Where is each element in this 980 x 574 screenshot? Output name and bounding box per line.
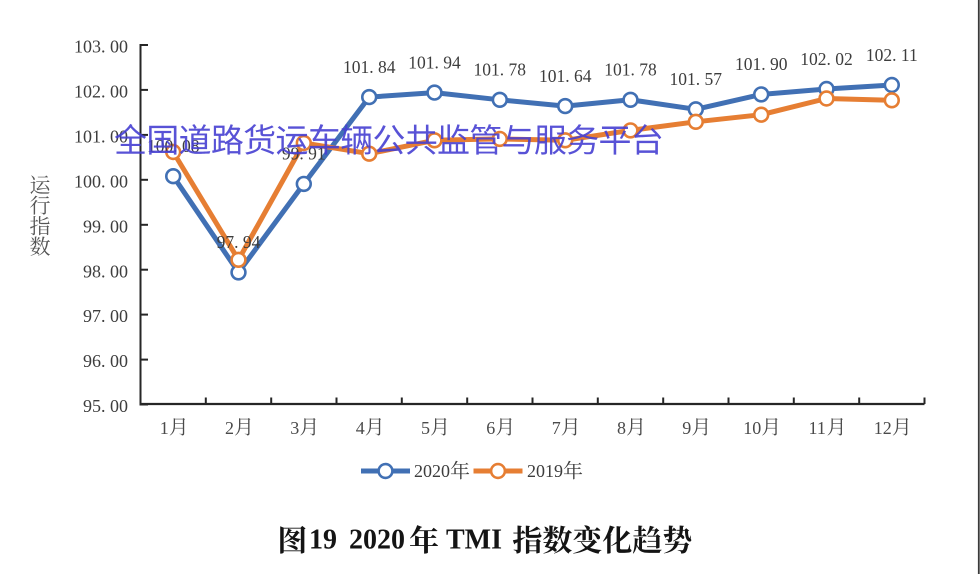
svg-text:102. 02: 102. 02 <box>800 49 853 69</box>
svg-text:96. 00: 96. 00 <box>83 351 128 371</box>
svg-text:7: 7 <box>552 418 561 438</box>
svg-text:100. 00: 100. 00 <box>74 171 128 191</box>
svg-text:97. 00: 97. 00 <box>83 306 128 326</box>
svg-text:9: 9 <box>682 418 691 438</box>
svg-text:2020: 2020 <box>414 461 450 481</box>
svg-text:101. 94: 101. 94 <box>408 52 461 72</box>
svg-text:101. 00: 101. 00 <box>74 127 128 147</box>
svg-text:97. 94: 97. 94 <box>217 232 261 252</box>
svg-text:3: 3 <box>290 418 299 438</box>
svg-text:101. 78: 101. 78 <box>474 60 527 80</box>
svg-text:95. 00: 95. 00 <box>83 396 128 416</box>
svg-text:101. 84: 101. 84 <box>343 57 396 77</box>
svg-text:TMI: TMI <box>446 525 502 556</box>
svg-text:2: 2 <box>225 418 234 438</box>
svg-text:11: 11 <box>809 418 826 438</box>
svg-text:2019: 2019 <box>527 461 563 481</box>
svg-text:101. 57: 101. 57 <box>670 69 723 89</box>
svg-text:19: 19 <box>309 525 337 556</box>
svg-text:103. 00: 103. 00 <box>74 37 128 57</box>
svg-text:10: 10 <box>743 418 761 438</box>
svg-text:5: 5 <box>421 418 430 438</box>
svg-text:102. 11: 102. 11 <box>866 45 918 65</box>
svg-text:8: 8 <box>617 418 626 438</box>
svg-text:6: 6 <box>486 418 495 438</box>
svg-text:101. 78: 101. 78 <box>604 60 657 80</box>
svg-text:1: 1 <box>160 418 169 438</box>
svg-text:98. 00: 98. 00 <box>83 261 128 281</box>
svg-text:12: 12 <box>874 418 892 438</box>
svg-text:99. 00: 99. 00 <box>83 216 128 236</box>
svg-text:2020: 2020 <box>349 525 405 556</box>
svg-text:102. 00: 102. 00 <box>74 82 128 102</box>
svg-text:101. 90: 101. 90 <box>735 54 788 74</box>
svg-text:101. 64: 101. 64 <box>539 66 592 86</box>
svg-text:4: 4 <box>356 418 365 438</box>
